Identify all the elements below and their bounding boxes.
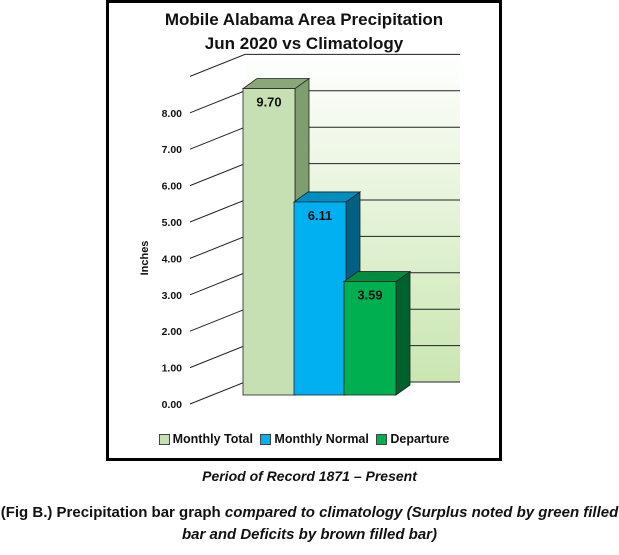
y-tick-label: 1.00 (162, 363, 183, 375)
plot-side-wall (190, 54, 245, 405)
y-tick-label: 6.00 (162, 181, 183, 193)
y-tick-label: 8.00 (162, 108, 183, 120)
y-tick-label: 4.00 (162, 253, 183, 265)
y-tick-label: 7.00 (162, 144, 183, 156)
y-tick-label: 0.00 (162, 399, 183, 411)
legend-swatch-departure (376, 433, 388, 445)
period-of-record: Period of Record 1871 – Present (202, 468, 417, 484)
bar (293, 201, 347, 396)
bar (343, 281, 397, 396)
bar (242, 88, 296, 396)
legend-label-monthly-normal: Monthly Normal (274, 432, 369, 446)
legend-item-monthly-total: Monthly Total (158, 432, 253, 446)
bar-value-label: 6.11 (308, 208, 333, 223)
legend-swatch-monthly-total (158, 433, 170, 445)
gridline (189, 53, 460, 77)
y-tick-label: 2.00 (162, 326, 183, 338)
y-tick-label: 5.00 (162, 217, 183, 229)
y-tick-label: 3.00 (162, 290, 183, 302)
legend-item-monthly-normal: Monthly Normal (260, 432, 369, 446)
bar-side (395, 270, 411, 396)
bar-value-label: 3.59 (357, 288, 382, 303)
caption-bold: (Fig B.) Precipitation bar graph (0, 504, 225, 521)
legend-label-monthly-total: Monthly Total (172, 432, 253, 446)
legend-item-departure: Departure (376, 432, 449, 446)
chart-subtitle: Jun 2020 vs Climatology (204, 34, 404, 53)
chart-title: Mobile Alabama Area Precipitation (164, 10, 444, 29)
figure-caption: (Fig B.) Precipitation bar graph compare… (0, 502, 619, 546)
caption-italic: compared to climatology (Surplus noted b… (181, 504, 619, 543)
bar-value-label: 9.70 (256, 95, 281, 110)
legend-label-departure: Departure (390, 432, 450, 446)
y-axis-label: Inches (139, 241, 151, 276)
chart-legend: Monthly Total Monthly Normal Departure (106, 432, 502, 448)
legend-swatch-monthly-normal (260, 433, 272, 445)
